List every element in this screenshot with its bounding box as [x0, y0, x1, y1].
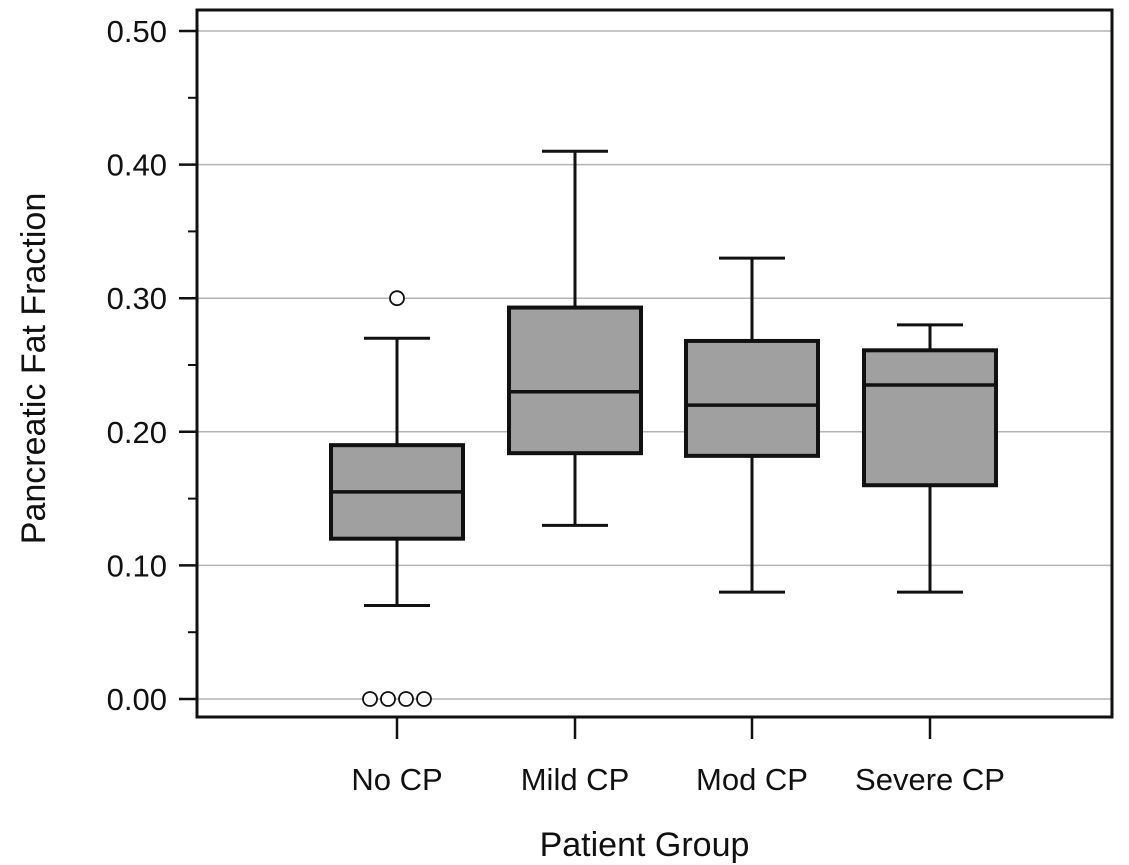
gridlines	[197, 30, 1112, 700]
x-tick-label: Mild CP	[521, 762, 630, 797]
box-no-cp	[329, 290, 465, 707]
y-tick-label: 0.10	[107, 548, 167, 583]
iqr-box	[862, 348, 998, 488]
plot-frame	[195, 8, 1114, 719]
outlier-point	[389, 290, 405, 307]
x-tick-label: No CP	[351, 762, 442, 797]
box-mild-cp	[507, 149, 643, 527]
outlier-point	[380, 691, 396, 707]
axes: 0.00 0.10 0.20 0.30 0.40 0.50 No CP Mild CP Mod …	[107, 14, 1005, 797]
outlier-point	[398, 691, 414, 707]
y-tick-label: 0.40	[107, 148, 167, 183]
box-severe-cp	[862, 323, 998, 594]
boxes	[329, 149, 998, 707]
x-tick-label: Mod CP	[696, 762, 808, 797]
outlier-point	[362, 691, 378, 707]
iqr-box	[507, 305, 643, 456]
x-axis-title: Patient Group	[540, 826, 750, 864]
y-tick-label: 0.00	[107, 682, 167, 717]
y-tick-label: 0.30	[107, 281, 167, 316]
outlier-point	[416, 691, 432, 707]
box-mod-cp	[684, 256, 820, 594]
y-tick-label: 0.50	[107, 14, 167, 49]
y-axis-title: Pancreatic Fat Fraction	[15, 193, 53, 544]
x-tick-label: Severe CP	[855, 762, 1005, 797]
iqr-box	[684, 338, 820, 458]
y-tick-label: 0.20	[107, 415, 167, 450]
